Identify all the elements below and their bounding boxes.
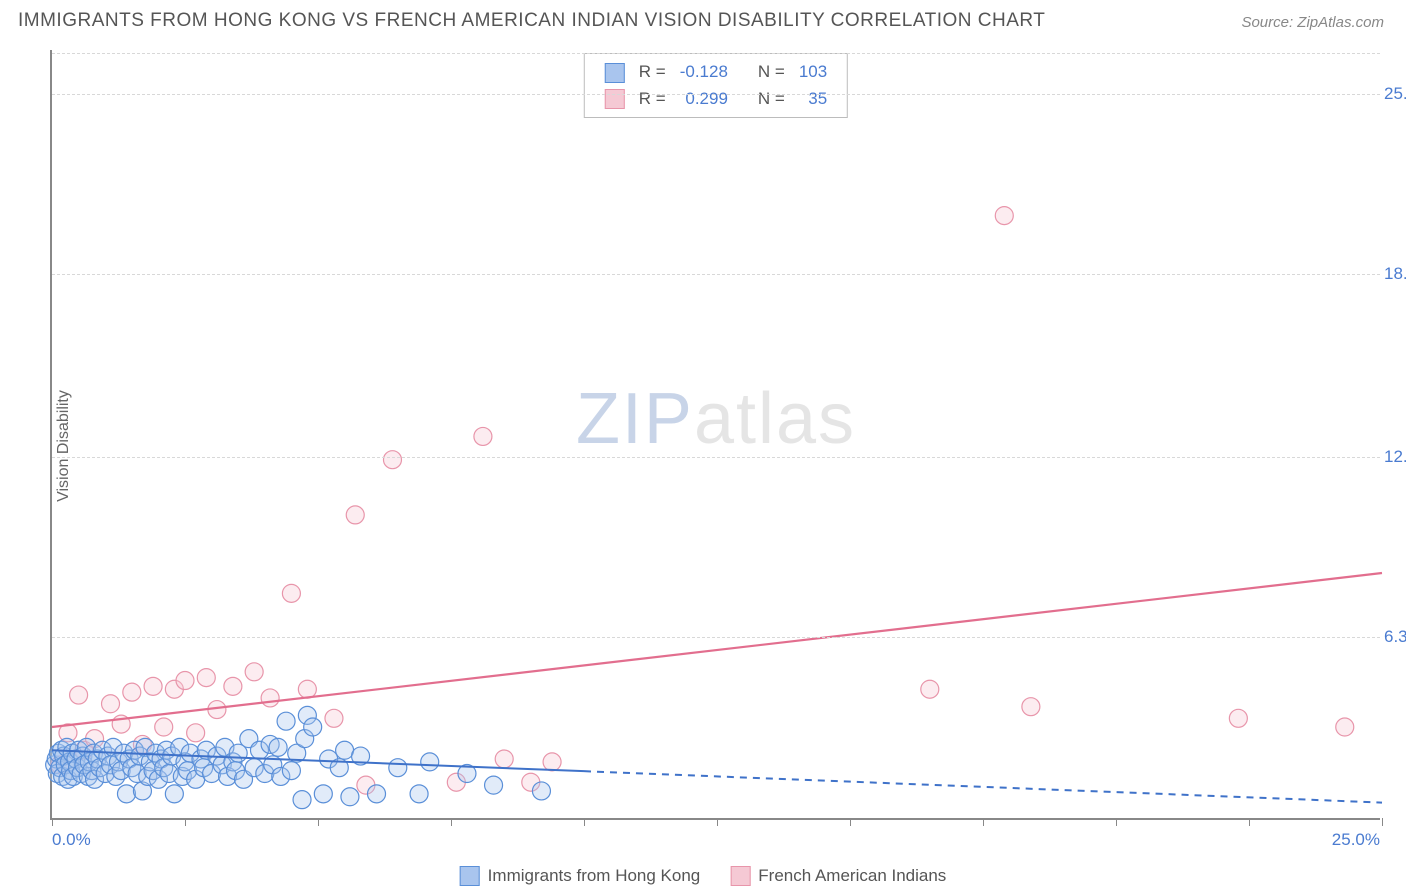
data-point — [261, 689, 279, 707]
legend-swatch-pink — [730, 866, 750, 886]
legend-label-blue: Immigrants from Hong Kong — [488, 866, 701, 886]
data-point — [277, 712, 295, 730]
data-point — [176, 672, 194, 690]
data-point — [293, 791, 311, 809]
data-point — [495, 750, 513, 768]
data-point — [1336, 718, 1354, 736]
data-point — [282, 762, 300, 780]
data-point — [532, 782, 550, 800]
data-point — [282, 584, 300, 602]
data-point — [123, 683, 141, 701]
data-point — [485, 776, 503, 794]
legend-swatch-pink — [605, 89, 625, 109]
data-point — [304, 718, 322, 736]
x-tick — [983, 818, 984, 826]
legend-r-value-pink: 0.299 — [674, 87, 734, 112]
x-tick — [52, 818, 53, 826]
x-tick — [185, 818, 186, 826]
y-tick-label: 25.0% — [1384, 84, 1406, 104]
gridline — [52, 53, 1380, 54]
data-point — [336, 741, 354, 759]
legend-stats-row: R = 0.299 N = 35 — [599, 87, 833, 112]
legend-item-pink: French American Indians — [730, 866, 946, 886]
legend-swatch-blue — [605, 63, 625, 83]
gridline — [52, 637, 1380, 638]
data-point — [269, 738, 287, 756]
x-tick — [1382, 818, 1383, 826]
data-point — [341, 788, 359, 806]
plot-area: ZIPatlas R = -0.128 N = 103 R = 0.299 N … — [50, 50, 1380, 820]
plot-svg — [52, 50, 1380, 818]
gridline — [52, 457, 1380, 458]
legend-label-pink: French American Indians — [758, 866, 946, 886]
bottom-legend: Immigrants from Hong Kong French America… — [460, 866, 947, 886]
x-tick — [451, 818, 452, 826]
trend-line-blue-dashed — [584, 771, 1382, 802]
gridline — [52, 274, 1380, 275]
legend-r-label: R = — [633, 87, 672, 112]
data-point — [1229, 709, 1247, 727]
x-tick — [717, 818, 718, 826]
legend-swatch-blue — [460, 866, 480, 886]
legend-n-value-blue: 103 — [793, 60, 833, 85]
data-point — [1022, 698, 1040, 716]
data-point — [245, 663, 263, 681]
data-point — [155, 718, 173, 736]
source-label: Source: ZipAtlas.com — [1241, 14, 1384, 31]
data-point — [410, 785, 428, 803]
legend-stats-row: R = -0.128 N = 103 — [599, 60, 833, 85]
data-point — [117, 785, 135, 803]
x-tick — [850, 818, 851, 826]
data-point — [346, 506, 364, 524]
data-point — [474, 427, 492, 445]
x-tick — [1249, 818, 1250, 826]
data-point — [921, 680, 939, 698]
legend-r-value-blue: -0.128 — [674, 60, 734, 85]
y-tick-label: 6.3% — [1384, 627, 1406, 647]
legend-n-value-pink: 35 — [793, 87, 833, 112]
data-point — [197, 669, 215, 687]
x-tick — [318, 818, 319, 826]
data-point — [102, 695, 120, 713]
data-point — [187, 724, 205, 742]
data-point — [314, 785, 332, 803]
data-point — [368, 785, 386, 803]
legend-n-label: N = — [752, 60, 791, 85]
x-axis-max-label: 25.0% — [1332, 830, 1380, 850]
data-point — [165, 785, 183, 803]
x-tick — [1116, 818, 1117, 826]
trend-line-pink — [52, 573, 1382, 727]
data-point — [421, 753, 439, 771]
data-point — [995, 207, 1013, 225]
data-point — [298, 680, 316, 698]
data-point — [224, 677, 242, 695]
y-tick-label: 12.5% — [1384, 447, 1406, 467]
data-point — [389, 759, 407, 777]
legend-r-label: R = — [633, 60, 672, 85]
data-point — [383, 451, 401, 469]
data-point — [325, 709, 343, 727]
data-point — [543, 753, 561, 771]
legend-n-label: N = — [752, 87, 791, 112]
chart-title: IMMIGRANTS FROM HONG KONG VS FRENCH AMER… — [18, 10, 1045, 32]
y-tick-label: 18.8% — [1384, 264, 1406, 284]
x-axis-min-label: 0.0% — [52, 830, 91, 850]
gridline — [52, 94, 1380, 95]
data-point — [144, 677, 162, 695]
legend-item-blue: Immigrants from Hong Kong — [460, 866, 701, 886]
data-point — [70, 686, 88, 704]
x-tick — [584, 818, 585, 826]
legend-stats-box: R = -0.128 N = 103 R = 0.299 N = 35 — [584, 53, 848, 118]
